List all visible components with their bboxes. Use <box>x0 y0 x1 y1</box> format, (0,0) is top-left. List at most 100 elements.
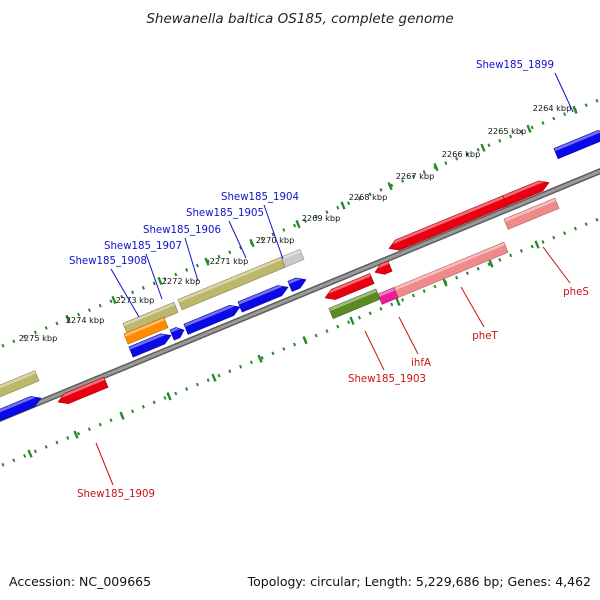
outer-minor-tick <box>77 312 81 317</box>
outer-major-tick <box>295 219 301 229</box>
label-shew185-1899[interactable]: Shew185_1899 <box>476 60 554 71</box>
inner-minor-tick <box>314 333 318 338</box>
outer-minor-tick <box>519 130 523 134</box>
outer-minor-tick <box>368 192 372 197</box>
outer-minor-tick <box>422 170 426 174</box>
label-ihfa[interactable]: ihfA <box>411 358 431 369</box>
inner-minor-tick <box>55 440 59 445</box>
kbp-label: 2271 kbp <box>210 256 249 266</box>
outer-minor-tick <box>595 98 599 103</box>
label-shew185-1903[interactable]: Shew185_1903 <box>348 374 426 385</box>
gene-ihfa[interactable] <box>373 260 393 277</box>
inner-major-tick <box>73 430 79 439</box>
outer-minor-tick <box>23 334 27 339</box>
outer-major-tick <box>526 124 532 133</box>
inner-major-tick <box>166 392 172 401</box>
outer-minor-tick <box>163 277 167 281</box>
outer-minor-tick <box>314 214 318 219</box>
inner-major-tick <box>119 411 125 420</box>
outer-minor-tick <box>12 339 16 344</box>
inner-minor-tick <box>530 244 534 249</box>
kbp-labels: 2264 kbp 2265 kbp 2266 kbp 2267 kbp 2268 kbp… <box>19 103 572 343</box>
outer-minor-tick <box>390 183 394 188</box>
outer-minor-tick <box>174 272 178 277</box>
inner-minor-tick <box>293 342 297 347</box>
kbp-label: 2275 kbp <box>19 333 58 343</box>
gene-phet[interactable] <box>387 195 508 254</box>
gene-olive-left[interactable] <box>0 370 40 401</box>
label-shew185-1904[interactable]: Shew185_1904 <box>221 192 299 203</box>
gene-shew185-1909b[interactable] <box>128 330 173 358</box>
inner-minor-tick <box>519 249 523 253</box>
inner-minor-tick <box>228 369 232 374</box>
gene-shew185-1908b[interactable] <box>169 325 186 341</box>
inner-minor-tick <box>325 329 329 333</box>
outer-minor-tick <box>217 254 221 259</box>
inner-minor-tick <box>465 271 469 276</box>
label-shew185-1909-leader <box>95 442 114 486</box>
inner-minor-tick <box>509 253 513 258</box>
inner-minor-tick <box>487 262 491 267</box>
outer-minor-tick <box>444 161 448 165</box>
inner-minor-tick <box>163 396 167 400</box>
inner-minor-tick <box>174 391 178 396</box>
inner-major-tick <box>302 336 308 345</box>
label-shew185-1906[interactable]: Shew185_1906 <box>143 225 221 236</box>
outer-minor-tick <box>260 236 264 241</box>
inner-minor-tick <box>249 360 253 365</box>
label-phet-leader <box>460 286 485 328</box>
gene-blue-left[interactable] <box>0 393 43 425</box>
label-shew185-1903-leader <box>364 330 385 371</box>
outer-major-tick <box>433 162 439 172</box>
outer-minor-tick <box>465 152 469 157</box>
inner-minor-tick <box>573 226 577 231</box>
label-shew185-1905[interactable]: Shew185_1905 <box>186 208 264 219</box>
inner-minor-tick <box>498 257 502 262</box>
inner-minor-tick <box>206 378 210 382</box>
label-phet[interactable]: pheT <box>472 331 498 342</box>
gene-features <box>0 127 600 425</box>
orange-feature[interactable] <box>123 317 169 345</box>
outer-minor-tick <box>282 228 286 232</box>
kbp-label: 2265 kbp <box>488 126 527 136</box>
gene-shew185-1906[interactable] <box>237 282 290 313</box>
label-shew185-1909[interactable]: Shew185_1909 <box>77 489 155 500</box>
outer-minor-tick <box>379 187 383 192</box>
outer-minor-tick <box>325 210 329 214</box>
gene-ihfa-region[interactable] <box>377 287 399 305</box>
label-shew185-1907[interactable]: Shew185_1907 <box>104 241 182 252</box>
outer-minor-tick <box>401 179 405 183</box>
inner-minor-tick <box>422 289 426 293</box>
inner-tick-ring <box>1 217 599 467</box>
gene-shew185-1903-region[interactable] <box>328 288 381 319</box>
kbp-label: 2270 kbp <box>256 235 295 245</box>
inner-minor-tick <box>563 231 567 235</box>
inner-minor-tick <box>152 400 156 405</box>
gene-shew185-1904-pseudo[interactable] <box>280 248 305 268</box>
outer-minor-tick <box>98 303 102 308</box>
kbp-label: 2266 kbp <box>442 149 481 159</box>
label-ihfa-leader <box>398 316 419 355</box>
outer-major-tick <box>204 257 210 266</box>
gene-shew185-1904[interactable] <box>287 275 308 292</box>
gene-shew185-1909[interactable] <box>56 376 109 407</box>
outer-major-tick <box>340 201 346 210</box>
outer-major-tick <box>249 238 255 248</box>
kbp-label: 2267 kbp <box>396 171 435 181</box>
gene-phes-region[interactable] <box>503 197 560 230</box>
inner-minor-tick <box>476 266 480 271</box>
gene-shew185-1905[interactable] <box>177 256 286 311</box>
gene-shew185-1903[interactable] <box>323 273 375 303</box>
outer-major-tick <box>572 105 578 114</box>
kbp-label: 2264 kbp <box>533 103 572 113</box>
label-phes[interactable]: pheS <box>563 287 589 298</box>
gene-shew185-1907[interactable] <box>183 302 242 335</box>
inner-minor-tick <box>1 462 5 467</box>
inner-minor-tick <box>12 458 16 463</box>
inner-minor-tick <box>390 302 394 307</box>
gene-shew185-1908[interactable] <box>122 301 179 334</box>
gene-shew185-1899[interactable] <box>553 127 600 160</box>
inner-minor-tick <box>131 409 135 414</box>
label-shew185-1908[interactable]: Shew185_1908 <box>69 256 147 267</box>
outer-minor-tick <box>303 219 307 223</box>
